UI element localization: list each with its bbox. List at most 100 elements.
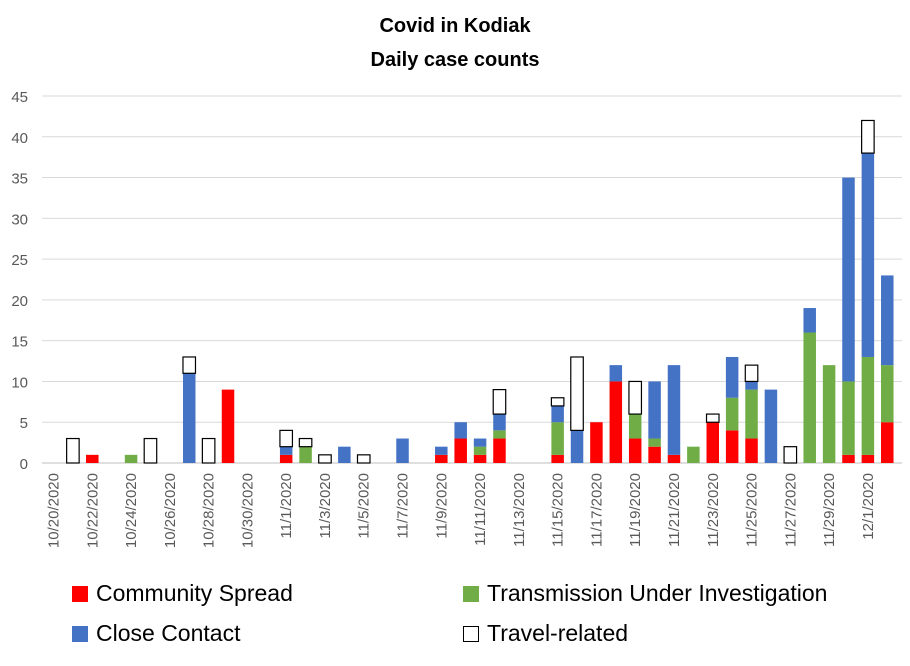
legend-label-travel-related: Travel-related: [487, 620, 629, 646]
x-tick-label: 10/26/2020: [162, 473, 179, 548]
y-tick-label: 35: [11, 171, 28, 188]
bar-community-spread: [435, 454, 448, 463]
bar-close-contact: [881, 275, 894, 366]
bar-close-contact: [182, 373, 196, 463]
bar-close-contact: [454, 422, 467, 439]
x-tick-label: 11/27/2020: [782, 473, 799, 547]
bar-close-contact: [570, 430, 584, 463]
bar-travel-related: [783, 446, 798, 464]
bar-travel-related: [550, 397, 565, 407]
bar-transmission-under-investigation: [745, 389, 758, 439]
bar-transmission-under-investigation: [648, 438, 661, 447]
bar-community-spread: [861, 454, 875, 463]
y-tick-label: 40: [11, 130, 28, 147]
bar-travel-related: [705, 413, 720, 423]
x-tick-label: 11/17/2020: [588, 473, 605, 547]
x-axis: 10/20/2020 10/22/2020 10/24/2020 10/26/2020…: [46, 473, 877, 548]
bar-community-spread: [493, 438, 506, 463]
x-tick-label: 11/21/2020: [666, 473, 683, 547]
bar-transmission-under-investigation: [861, 356, 875, 455]
bar-transmission-under-investigation: [822, 365, 836, 463]
bar-travel-related: [66, 437, 80, 464]
bar-community-spread: [725, 430, 739, 463]
bar-community-spread: [454, 438, 467, 463]
x-tick-label: 11/3/2020: [317, 473, 334, 539]
bar-close-contact: [745, 381, 758, 390]
bar-community-spread: [221, 389, 235, 463]
bar-transmission-under-investigation: [124, 454, 138, 463]
bar-close-contact: [609, 365, 623, 382]
bar-close-contact: [551, 405, 564, 423]
bars: [66, 119, 894, 464]
bar-travel-related: [570, 356, 584, 431]
x-tick-label: 10/28/2020: [201, 473, 218, 548]
bar-community-spread: [609, 381, 623, 463]
legend-label-community-spread: Community Spread: [96, 580, 293, 606]
x-tick-label: 11/25/2020: [744, 473, 761, 547]
y-tick-label: 5: [20, 415, 28, 432]
bar-close-contact: [338, 446, 351, 463]
legend-label-close-contact: Close Contact: [96, 620, 241, 646]
bar-transmission-under-investigation: [881, 365, 894, 423]
legend-item-community-spread: Community Spread: [72, 580, 293, 607]
x-tick-label: 12/1/2020: [860, 473, 877, 540]
bar-travel-related: [279, 429, 294, 448]
bar-community-spread: [279, 454, 293, 463]
bar-travel-related: [182, 356, 197, 374]
bar-travel-related: [201, 437, 216, 464]
x-tick-label: 11/23/2020: [705, 473, 722, 547]
bar-close-contact: [279, 446, 293, 455]
bar-close-contact: [648, 381, 661, 439]
bar-close-contact: [764, 389, 778, 463]
y-tick-label: 20: [11, 293, 28, 310]
bar-travel-related: [744, 364, 759, 383]
bar-close-contact: [803, 308, 816, 333]
bar-close-contact: [396, 438, 409, 463]
x-tick-label: 11/11/2020: [472, 473, 489, 546]
bar-close-contact: [473, 438, 487, 447]
x-tick-label: 11/7/2020: [395, 473, 412, 539]
bar-community-spread: [881, 422, 894, 463]
bar-community-spread: [842, 454, 855, 463]
bar-travel-related: [143, 437, 158, 464]
bar-close-contact: [493, 414, 506, 431]
bar-community-spread: [86, 454, 99, 463]
x-tick-label: 10/22/2020: [84, 473, 101, 548]
bar-community-spread: [590, 422, 603, 463]
legend-item-travel-related: Travel-related: [463, 620, 628, 647]
bar-travel-related: [356, 454, 371, 464]
bar-transmission-under-investigation: [493, 430, 506, 439]
y-tick-label: 45: [11, 89, 28, 106]
bar-close-contact: [435, 446, 448, 455]
bar-transmission-under-investigation: [551, 422, 564, 455]
bar-community-spread: [551, 454, 564, 463]
bar-transmission-under-investigation: [842, 381, 855, 455]
bar-travel-related: [861, 119, 875, 154]
bar-close-contact: [861, 153, 875, 357]
bar-community-spread: [667, 454, 681, 463]
x-tick-label: 10/20/2020: [46, 473, 63, 548]
x-tick-label: 10/30/2020: [239, 473, 256, 548]
bar-travel-related: [628, 380, 643, 415]
chart-title: Covid in Kodiak: [379, 15, 531, 37]
y-tick-label: 10: [11, 374, 28, 391]
x-tick-label: 10/24/2020: [123, 473, 140, 548]
y-tick-label: 25: [11, 252, 28, 269]
bar-transmission-under-investigation: [299, 446, 312, 463]
bar-travel-related: [298, 437, 313, 448]
chart-subtitle: Daily case counts: [371, 49, 540, 71]
legend-item-close-contact: Close Contact: [72, 620, 240, 647]
legend-swatch-transmission-under-investigation: [463, 585, 479, 602]
bar-transmission-under-investigation: [628, 414, 642, 439]
legend-swatch-community-spread: [72, 585, 88, 602]
bar-transmission-under-investigation: [803, 332, 816, 463]
x-tick-label: 11/19/2020: [627, 473, 644, 547]
x-tick-label: 11/29/2020: [821, 473, 838, 547]
bar-community-spread: [745, 438, 758, 463]
bar-transmission-under-investigation: [473, 446, 487, 455]
bar-close-contact: [667, 365, 681, 455]
y-tick-label: 15: [11, 334, 28, 351]
legend-item-transmission-under-investigation: Transmission Under Investigation: [463, 580, 827, 607]
bar-community-spread: [706, 422, 720, 463]
